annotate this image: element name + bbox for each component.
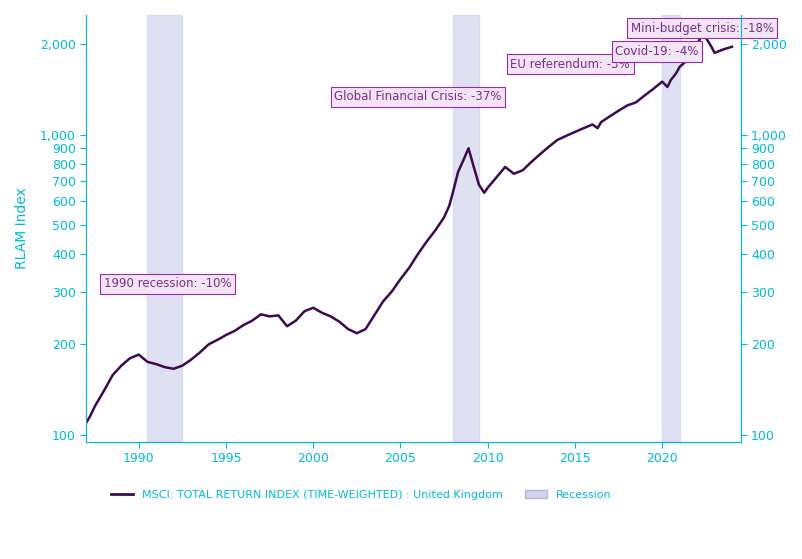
Text: EU referendum: -3%: EU referendum: -3% (510, 58, 630, 70)
Bar (453, 15, 479, 442)
Y-axis label: RLAM Index: RLAM Index (15, 187, 29, 269)
Bar (662, 15, 679, 442)
Text: Covid-19: -4%: Covid-19: -4% (615, 45, 699, 58)
Legend: MSCI: TOTAL RETURN INDEX (TIME-WEIGHTED) : United Kingdom, Recession: MSCI: TOTAL RETURN INDEX (TIME-WEIGHTED)… (107, 485, 616, 504)
Bar (148, 15, 182, 442)
Text: Global Financial Crisis: -37%: Global Financial Crisis: -37% (334, 91, 501, 103)
Text: Mini-budget crisis: -18%: Mini-budget crisis: -18% (631, 22, 774, 35)
Text: 1990 recession: -10%: 1990 recession: -10% (103, 277, 232, 290)
